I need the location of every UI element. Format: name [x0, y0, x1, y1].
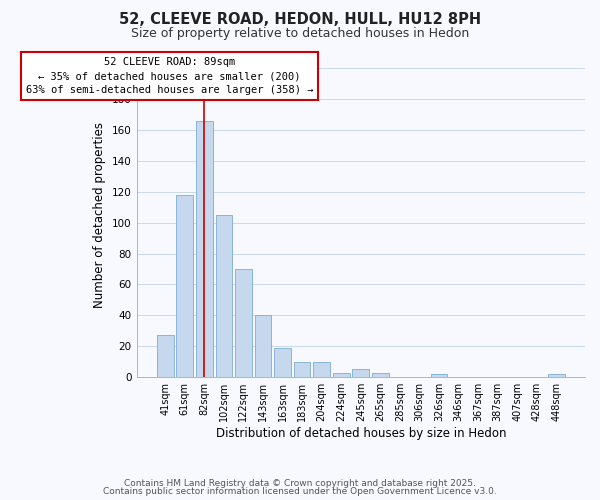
Bar — [352, 370, 369, 377]
Bar — [157, 336, 173, 377]
Bar — [274, 348, 291, 377]
Bar — [431, 374, 447, 377]
Bar — [333, 372, 350, 377]
Y-axis label: Number of detached properties: Number of detached properties — [94, 122, 106, 308]
Bar — [313, 362, 330, 377]
Bar — [215, 215, 232, 377]
Text: 52, CLEEVE ROAD, HEDON, HULL, HU12 8PH: 52, CLEEVE ROAD, HEDON, HULL, HU12 8PH — [119, 12, 481, 28]
Text: 52 CLEEVE ROAD: 89sqm
← 35% of detached houses are smaller (200)
63% of semi-det: 52 CLEEVE ROAD: 89sqm ← 35% of detached … — [26, 57, 313, 95]
Text: Contains public sector information licensed under the Open Government Licence v3: Contains public sector information licen… — [103, 487, 497, 496]
Bar — [294, 362, 310, 377]
Bar — [254, 316, 271, 377]
Bar — [548, 374, 565, 377]
Text: Size of property relative to detached houses in Hedon: Size of property relative to detached ho… — [131, 28, 469, 40]
Bar — [235, 269, 252, 377]
X-axis label: Distribution of detached houses by size in Hedon: Distribution of detached houses by size … — [215, 427, 506, 440]
Text: Contains HM Land Registry data © Crown copyright and database right 2025.: Contains HM Land Registry data © Crown c… — [124, 478, 476, 488]
Bar — [196, 120, 212, 377]
Bar — [372, 372, 389, 377]
Bar — [176, 195, 193, 377]
